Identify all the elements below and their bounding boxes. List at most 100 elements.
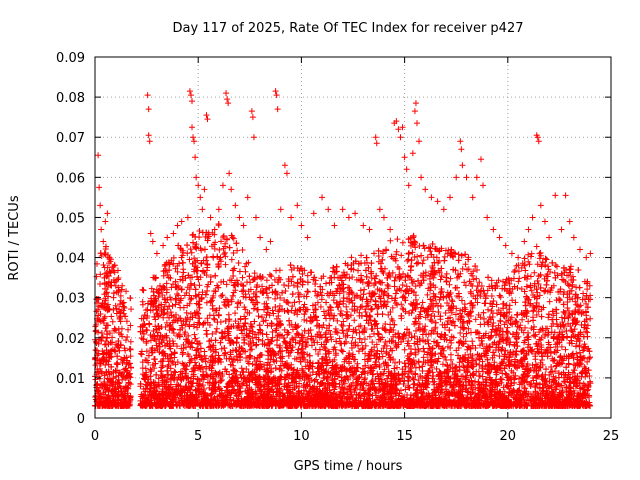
data-point (294, 349, 301, 356)
data-point (461, 279, 468, 286)
data-point (438, 331, 445, 338)
data-point (448, 297, 455, 304)
data-point (223, 281, 230, 288)
data-point (304, 272, 311, 279)
data-point (152, 316, 159, 323)
data-point (147, 337, 154, 344)
data-point (188, 368, 195, 375)
data-point (362, 308, 369, 315)
data-point (516, 275, 523, 282)
data-point (127, 353, 134, 360)
data-point (488, 293, 495, 300)
data-point (450, 334, 457, 341)
data-point (384, 281, 391, 288)
data-point (180, 318, 187, 325)
data-point (109, 318, 116, 325)
data-point (199, 289, 206, 296)
data-point (381, 298, 388, 305)
data-point (398, 252, 405, 259)
data-point (290, 282, 297, 289)
data-point (264, 322, 271, 329)
data-point (216, 246, 223, 253)
data-point (172, 295, 179, 302)
data-point (124, 333, 131, 340)
data-point (528, 250, 535, 257)
data-point (564, 305, 571, 312)
data-point (167, 309, 174, 316)
data-point (355, 342, 362, 349)
data-point (527, 273, 534, 280)
data-point (429, 369, 436, 376)
data-point (361, 336, 368, 343)
data-point (265, 294, 272, 301)
data-point (326, 303, 333, 310)
data-point (315, 322, 322, 329)
data-point (343, 303, 350, 310)
data-point (285, 309, 292, 316)
chart-title: Day 117 of 2025, Rate Of TEC Index for r… (173, 21, 524, 36)
data-point (263, 277, 270, 284)
data-point (96, 280, 103, 287)
data-point (485, 306, 492, 313)
data-point (249, 323, 256, 330)
data-point (232, 310, 239, 317)
data-point (462, 282, 469, 289)
data-point (348, 254, 355, 261)
data-point (535, 280, 542, 287)
data-point (548, 323, 555, 330)
data-point (447, 314, 454, 321)
data-point (314, 299, 321, 306)
data-point (304, 288, 311, 295)
data-point (447, 275, 454, 282)
data-point (455, 251, 462, 258)
data-point (97, 311, 104, 318)
data-point (528, 347, 535, 354)
data-point (234, 304, 241, 311)
data-point (349, 274, 356, 281)
data-point (143, 307, 150, 314)
data-point (273, 315, 280, 322)
data-point (169, 326, 176, 333)
data-point (534, 261, 541, 268)
data-point (226, 371, 233, 378)
data-point (543, 256, 550, 263)
data-point (170, 329, 177, 336)
data-point (94, 306, 101, 313)
data-point (230, 235, 237, 242)
data-point (317, 303, 324, 310)
data-point (242, 268, 249, 275)
data-point (270, 356, 277, 363)
data-point (220, 234, 227, 241)
data-point (324, 373, 331, 380)
data-point (545, 314, 552, 321)
data-point (204, 287, 211, 294)
data-point (438, 334, 445, 341)
data-point (416, 320, 423, 327)
data-point (222, 261, 229, 268)
data-point (228, 256, 235, 263)
data-point (211, 245, 218, 252)
data-point (384, 299, 391, 306)
data-point (398, 301, 405, 308)
data-point (101, 341, 108, 348)
data-point (411, 333, 418, 340)
data-point (127, 322, 134, 329)
data-point (476, 361, 483, 368)
data-point (282, 287, 289, 294)
data-point (420, 242, 427, 249)
data-point (197, 353, 204, 360)
data-point (346, 322, 353, 329)
data-point (465, 354, 472, 361)
data-point (269, 334, 276, 341)
data-point (240, 293, 247, 300)
data-point (375, 253, 382, 260)
data-point (387, 237, 394, 244)
data-point (321, 312, 328, 319)
data-point (531, 269, 538, 276)
data-point (361, 286, 368, 293)
data-point (392, 274, 399, 281)
data-point (415, 259, 422, 266)
data-point (390, 356, 397, 363)
data-point (443, 357, 450, 364)
data-point (530, 377, 537, 384)
